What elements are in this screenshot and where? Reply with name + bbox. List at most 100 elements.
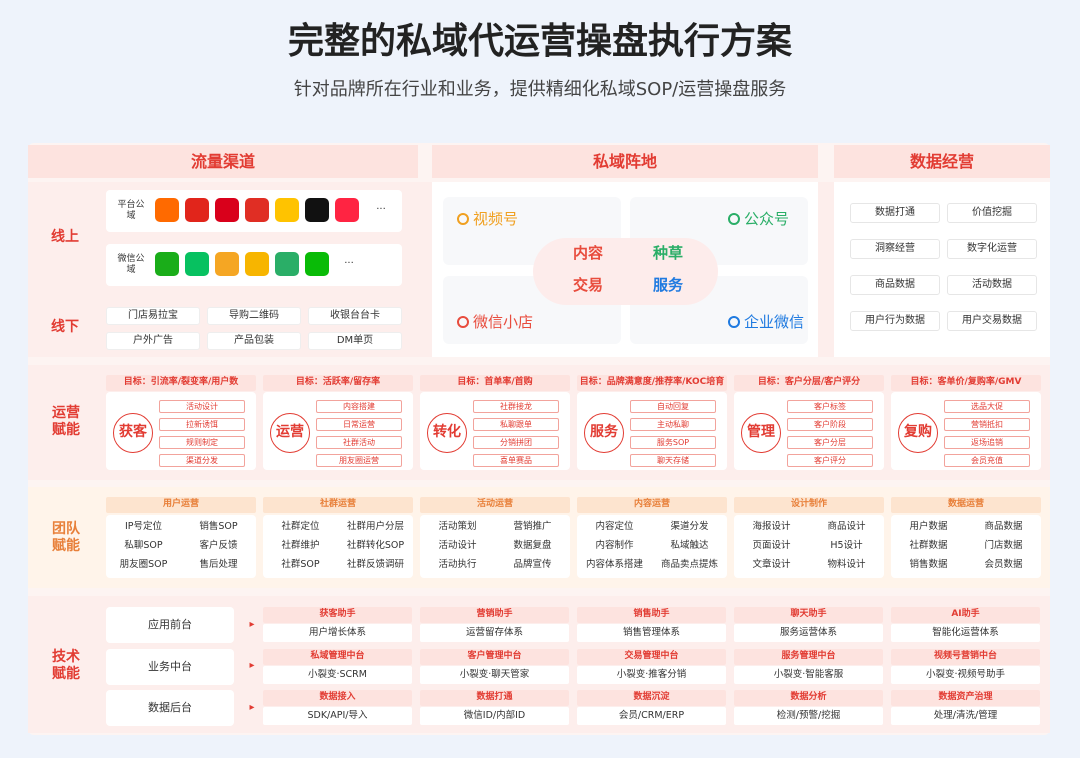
team-item: 社群定位 xyxy=(281,521,320,533)
team-item: 门店数据 xyxy=(984,540,1023,552)
platform-icon xyxy=(305,198,329,222)
operation-item: 社群活动 xyxy=(316,436,402,449)
team-item: 销售数据 xyxy=(909,559,948,571)
platform-label: 平台公域 xyxy=(117,199,145,221)
tech-desc: 服务运营体系 xyxy=(734,624,883,642)
operation-item: 分销拼团 xyxy=(473,436,559,449)
stage-circle: 服务 xyxy=(584,413,624,453)
wechat-icon xyxy=(245,252,269,276)
team-header: 设计制作 xyxy=(734,497,884,513)
team-item: 内容定位 xyxy=(595,521,634,533)
tech-header: 数据沉淀 xyxy=(577,690,726,706)
wechat-icon xyxy=(185,252,209,276)
operation-item: 私聊跟单 xyxy=(473,418,559,431)
channel-name: 视频号 xyxy=(473,209,519,228)
team-item: 私聊SOP xyxy=(124,540,163,552)
team-item: 销售SOP xyxy=(199,521,238,533)
stage-circle: 复购 xyxy=(898,413,938,453)
team-header: 用户运营 xyxy=(106,497,256,513)
wechat-label: 微信公域 xyxy=(117,253,145,275)
team-header: 数据运营 xyxy=(891,497,1041,513)
arrow: ▸ xyxy=(249,618,255,630)
team-item: 客户反馈 xyxy=(199,540,238,552)
team-item: 私域触达 xyxy=(670,540,709,552)
more: ··· xyxy=(344,257,354,269)
tech-desc: 会员/CRM/ERP xyxy=(577,707,726,725)
channel-name: 企业微信 xyxy=(744,312,805,331)
team-item: 活动执行 xyxy=(438,559,477,571)
team-item: 页面设计 xyxy=(752,540,791,552)
column-header: 私域阵地 xyxy=(432,145,818,178)
team-item: 物料设计 xyxy=(827,559,866,571)
operation-item: 客户阶段 xyxy=(787,418,873,431)
team-header: 内容运营 xyxy=(577,497,727,513)
tech-header: 服务管理中台 xyxy=(734,648,883,665)
team-item: 内容体系搭建 xyxy=(585,559,643,571)
tech-header: AI助手 xyxy=(891,607,1040,623)
team-item: 用户数据 xyxy=(909,521,948,533)
team-item: 社群数据 xyxy=(909,540,948,552)
operation-item: 选品大促 xyxy=(944,400,1030,413)
operation-item: 营销抵扣 xyxy=(944,418,1030,431)
tech-desc: 小裂变·视频号助手 xyxy=(891,665,1040,684)
row-label: 运营赋能 xyxy=(52,404,80,439)
operation-item: 社群接龙 xyxy=(473,400,559,413)
team-card xyxy=(891,515,1041,578)
goal-header: 目标：首单率/首购 xyxy=(420,375,570,391)
operation-item: 朋友圈运营 xyxy=(316,454,402,467)
operation-item: 客户分层 xyxy=(787,436,873,449)
team-item: 社群反馈调研 xyxy=(346,559,404,571)
offline-chip: 产品包装 xyxy=(207,332,301,350)
tech-desc: 运营留存体系 xyxy=(420,624,569,642)
data-chip: 用户交易数据 xyxy=(947,311,1037,331)
tech-desc: 检测/预警/挖掘 xyxy=(734,707,883,725)
row-label: 团队赋能 xyxy=(52,520,80,555)
tech-header: 交易管理中台 xyxy=(577,648,726,665)
operation-item: 会员充值 xyxy=(944,454,1030,467)
data-chip: 洞察经营 xyxy=(850,239,940,259)
tech-header: 客户管理中台 xyxy=(420,648,569,665)
center-word: 服务 xyxy=(652,275,683,294)
operation-item: 主动私聊 xyxy=(630,418,716,431)
goal-header: 目标：客户分层/客户评分 xyxy=(734,375,884,391)
channel-icon xyxy=(728,316,740,328)
team-header: 活动运营 xyxy=(420,497,570,513)
center-word: 内容 xyxy=(572,243,603,262)
tech-header: 获客助手 xyxy=(263,607,412,623)
operation-item: 规则制定 xyxy=(159,436,245,449)
offline-chip: 门店易拉宝 xyxy=(106,307,200,325)
tech-header: 视频号营销中台 xyxy=(891,648,1040,665)
stage-circle: 获客 xyxy=(113,413,153,453)
row-label: 线下 xyxy=(51,319,79,336)
team-item: 社群SOP xyxy=(281,559,320,571)
operation-item: 活动设计 xyxy=(159,400,245,413)
more: ··· xyxy=(376,203,386,215)
layer-box: 应用前台 xyxy=(106,607,234,643)
team-item: 营销推广 xyxy=(513,521,552,533)
channel-icon xyxy=(457,213,469,225)
row-label: 线上 xyxy=(51,229,79,246)
data-chip: 价值挖掘 xyxy=(947,203,1037,223)
operation-item: 客户评分 xyxy=(787,454,873,467)
wechat-icon xyxy=(215,252,239,276)
platform-icon xyxy=(245,198,269,222)
data-chip: 商品数据 xyxy=(850,275,940,295)
team-item: 社群转化SOP xyxy=(346,540,405,552)
team-card xyxy=(577,515,727,578)
layer-box: 业务中台 xyxy=(106,648,234,685)
team-item: 品牌宣传 xyxy=(513,559,552,571)
tech-header: 数据分析 xyxy=(734,690,883,706)
center-word: 种草 xyxy=(652,243,683,262)
goal-header: 目标：活跃率/留存率 xyxy=(263,375,413,391)
arrow: ▸ xyxy=(249,701,255,713)
data-chip: 数据打通 xyxy=(850,203,940,223)
platform-icon xyxy=(275,198,299,222)
tech-desc: 小裂变·聊天管家 xyxy=(420,665,569,684)
team-item: 售后处理 xyxy=(199,559,238,571)
wechat-icon xyxy=(275,252,299,276)
channel-name: 微信小店 xyxy=(473,312,534,331)
team-card xyxy=(263,515,413,578)
team-card xyxy=(734,515,884,578)
team-header: 社群运营 xyxy=(263,497,413,513)
